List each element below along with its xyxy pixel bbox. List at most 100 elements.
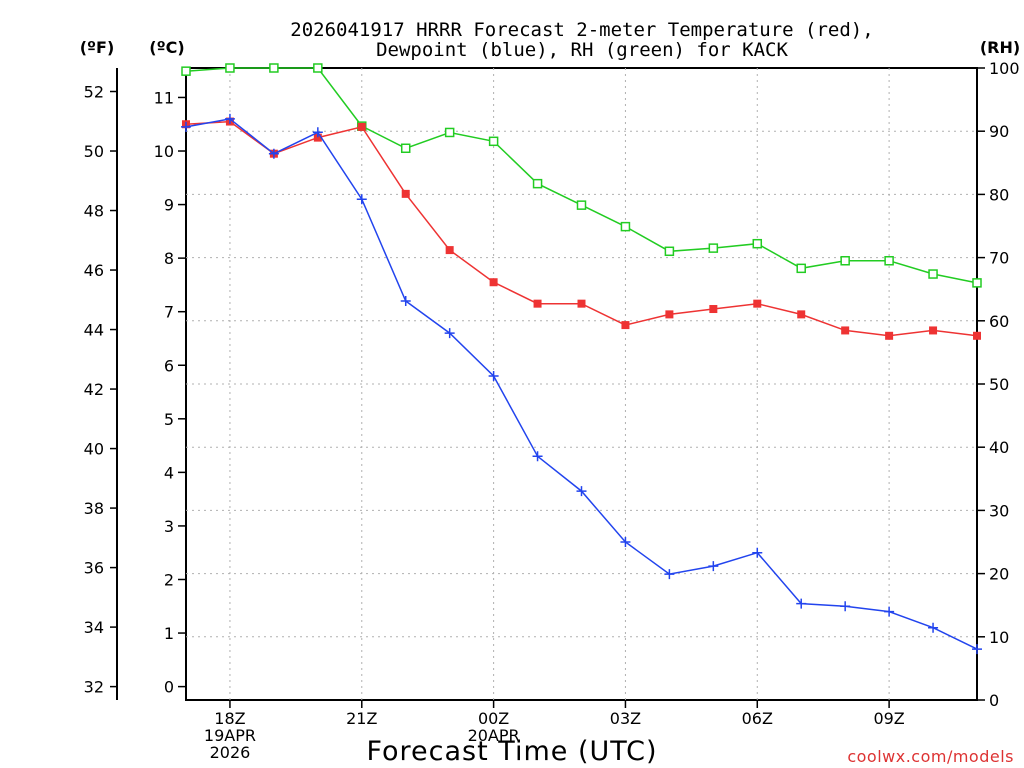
fahrenheit-tick-label: 48	[84, 202, 104, 221]
temperature-point	[797, 310, 806, 319]
x-tick-label: 00Z	[478, 709, 509, 728]
temperature-point	[313, 133, 322, 142]
fahrenheit-unit-label: (ºF)	[80, 38, 115, 57]
celsius-tick-label: 9	[164, 196, 174, 215]
rh-unit-label: (RH)	[980, 38, 1020, 57]
rh-tick-label: 10	[989, 628, 1009, 647]
celsius-tick-label: 3	[164, 517, 174, 536]
x-tick-label: 21Z	[346, 709, 377, 728]
dewpoint-point	[620, 537, 631, 547]
rh-point	[708, 243, 719, 253]
temperature-point	[709, 305, 718, 314]
fahrenheit-tick-label: 40	[84, 440, 104, 459]
rh-point	[576, 200, 587, 210]
celsius-tick-label: 7	[164, 303, 174, 322]
dewpoint-point	[576, 486, 587, 497]
chart-title-line2: Dewpoint (blue), RH (green) for KACK	[376, 39, 788, 61]
celsius-tick-label: 6	[164, 356, 174, 375]
rh-point	[972, 278, 982, 288]
temperature-point	[885, 331, 894, 340]
rh-point	[752, 238, 763, 249]
rh-point	[796, 263, 806, 274]
temperature-point	[445, 246, 454, 255]
rh-point	[488, 136, 499, 147]
dewpoint-point	[224, 113, 235, 124]
temperature-point	[929, 326, 938, 335]
x-tick-label: 18Z	[214, 709, 245, 728]
rh-tick-label: 100	[989, 59, 1020, 78]
chart-title-line1: 2026041917 HRRR Forecast 2-meter Tempera…	[290, 19, 873, 41]
celsius-tick-label: 8	[164, 249, 174, 268]
rh-point	[532, 178, 543, 189]
rh-point	[928, 269, 938, 279]
rh-point	[269, 63, 279, 73]
celsius-tick-label: 0	[164, 678, 174, 697]
temperature-point	[357, 122, 366, 131]
dewpoint-point	[356, 194, 367, 205]
temperature-point	[401, 189, 410, 198]
dewpoint-point	[181, 121, 191, 132]
dewpoint-point	[312, 127, 323, 138]
rh-point	[181, 66, 191, 76]
x-tick-label: 19APR	[204, 726, 256, 745]
fahrenheit-tick-label: 46	[84, 261, 104, 280]
dewpoint-point	[796, 598, 807, 609]
dewpoint-point	[444, 328, 455, 339]
rh-tick-label: 30	[989, 501, 1009, 520]
dewpoint-point	[488, 370, 499, 381]
temperature-point	[621, 321, 630, 330]
fahrenheit-tick-label: 38	[84, 499, 104, 518]
fahrenheit-tick-label: 44	[84, 321, 104, 340]
x-tick-label: 03Z	[610, 709, 641, 728]
temperature-point	[577, 299, 586, 308]
grid-layer	[186, 68, 977, 700]
temperature-point	[489, 278, 498, 287]
rh-point	[620, 221, 631, 232]
rh-tick-label: 70	[989, 249, 1009, 268]
x-tick-label: 06Z	[742, 709, 773, 728]
rh-tick-label: 20	[989, 565, 1009, 584]
rh-tick-label: 90	[989, 122, 1009, 141]
rh-point	[884, 256, 894, 266]
rh-point	[444, 127, 455, 138]
x-tick-label: 20APR	[468, 726, 520, 745]
rh-point	[664, 246, 675, 257]
celsius-tick-label: 5	[164, 410, 174, 429]
x-tick-label: 2026	[210, 743, 251, 762]
celsius-tick-label: 4	[164, 463, 174, 482]
temperature-series	[182, 117, 981, 340]
axis-layer: 0123456789101132343638404244464850520102…	[84, 59, 1020, 762]
fahrenheit-tick-label: 52	[84, 83, 104, 102]
dewpoint-point	[928, 622, 939, 633]
temperature-point	[753, 299, 762, 308]
rh-tick-label: 80	[989, 185, 1009, 204]
fahrenheit-tick-label: 36	[84, 559, 104, 578]
rh-point	[400, 143, 411, 154]
rh-point	[313, 63, 323, 73]
rh-tick-label: 50	[989, 375, 1009, 394]
rh-point	[840, 256, 850, 266]
rh-series	[181, 63, 982, 288]
dewpoint-point	[840, 601, 851, 612]
celsius-tick-label: 2	[164, 570, 174, 589]
dewpoint-point	[972, 644, 982, 655]
fahrenheit-tick-label: 50	[84, 142, 104, 161]
dewpoint-point	[708, 561, 719, 572]
celsius-unit-label: (ºC)	[149, 38, 184, 57]
series-layer	[181, 63, 982, 655]
dewpoint-point	[664, 569, 675, 580]
dewpoint-point	[752, 547, 763, 558]
rh-point	[225, 63, 235, 73]
temperature-point	[665, 310, 674, 319]
dewpoint-point	[268, 148, 279, 159]
temperature-point	[841, 326, 850, 335]
x-axis-label: Forecast Time (UTC)	[366, 736, 657, 767]
fahrenheit-tick-label: 34	[84, 618, 104, 637]
dewpoint-point	[400, 295, 411, 306]
dewpoint-point	[884, 606, 895, 617]
celsius-tick-label: 11	[154, 88, 174, 107]
x-tick-label: 09Z	[873, 709, 904, 728]
celsius-tick-label: 10	[154, 142, 174, 161]
fahrenheit-tick-label: 32	[84, 678, 104, 697]
